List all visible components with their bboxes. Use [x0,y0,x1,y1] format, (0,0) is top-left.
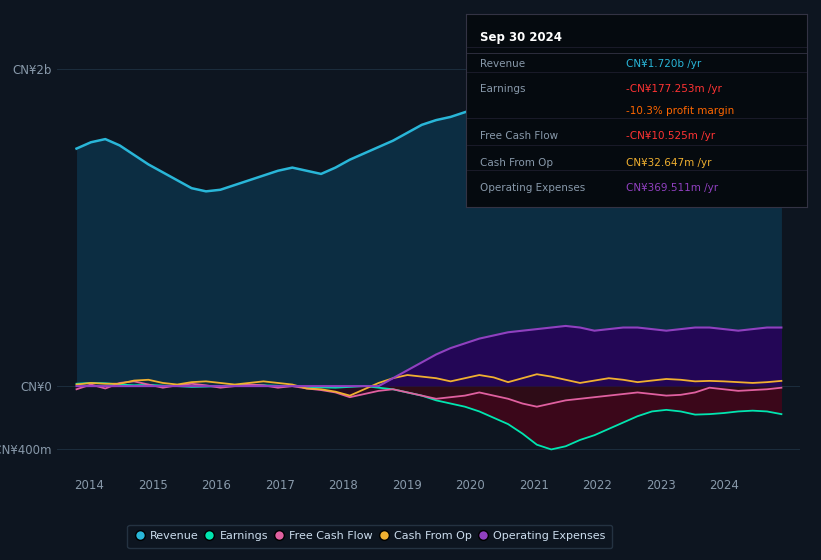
Text: CN¥369.511m /yr: CN¥369.511m /yr [626,183,718,193]
Text: Cash From Op: Cash From Op [480,158,553,168]
Text: -10.3% profit margin: -10.3% profit margin [626,106,735,115]
Legend: Revenue, Earnings, Free Cash Flow, Cash From Op, Operating Expenses: Revenue, Earnings, Free Cash Flow, Cash … [127,525,612,548]
Text: -CN¥10.525m /yr: -CN¥10.525m /yr [626,130,716,141]
Text: CN¥32.647m /yr: CN¥32.647m /yr [626,158,712,168]
Text: Revenue: Revenue [480,59,525,69]
Text: -CN¥177.253m /yr: -CN¥177.253m /yr [626,85,722,94]
Text: CN¥1.720b /yr: CN¥1.720b /yr [626,59,702,69]
Text: Free Cash Flow: Free Cash Flow [480,130,558,141]
Text: Sep 30 2024: Sep 30 2024 [480,31,562,44]
Text: Operating Expenses: Operating Expenses [480,183,585,193]
Text: Earnings: Earnings [480,85,525,94]
